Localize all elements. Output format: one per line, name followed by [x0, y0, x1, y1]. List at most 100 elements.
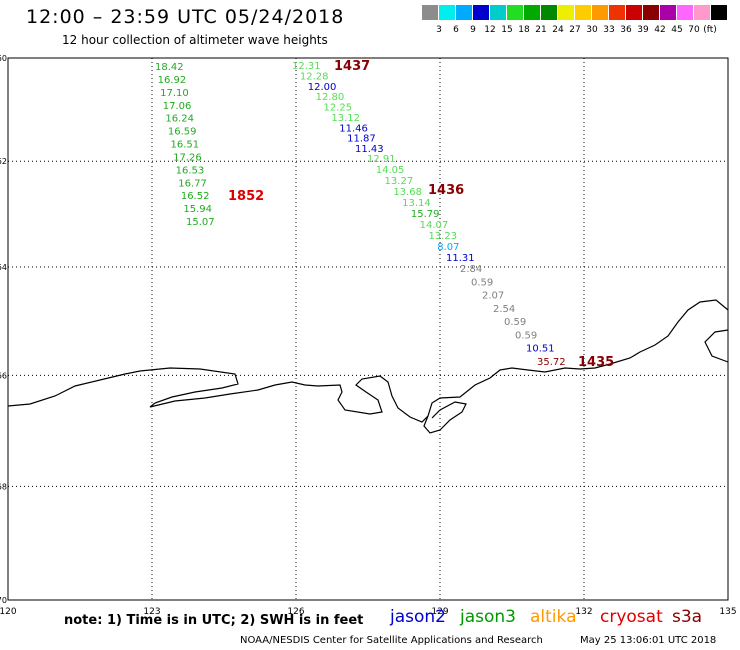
scale-label: 12 — [484, 25, 496, 35]
scale-swatch — [524, 5, 540, 20]
map-subtitle: 12 hour collection of altimeter wave hei… — [62, 33, 328, 47]
wave-height-label: 15.79 — [411, 209, 440, 220]
scale-swatch — [422, 5, 438, 20]
units-note: note: 1) Time is in UTC; 2) SWH is in fe… — [64, 613, 364, 628]
scale-label: 9 — [470, 25, 476, 35]
wave-height-label: 12.28 — [300, 71, 329, 82]
wave-height-label: 0.59 — [504, 317, 526, 328]
wave-height-label: 12.31 — [292, 61, 321, 72]
wave-height-label: 17.06 — [163, 101, 192, 112]
wave-height-label: 14.05 — [376, 165, 405, 176]
scale-label: 6 — [453, 25, 459, 35]
scale-label: 36 — [620, 25, 632, 35]
scale-label: 3 — [436, 25, 442, 35]
scale-swatch — [677, 5, 693, 20]
wave-height-label: 2.54 — [493, 304, 515, 315]
wave-height-label: 18.42 — [155, 62, 184, 73]
scale-swatch — [626, 5, 642, 20]
pass-time-label: 1852 — [228, 189, 264, 204]
scale-label: 24 — [552, 25, 564, 35]
scale-swatch — [558, 5, 574, 20]
x-tick-label: 123 — [143, 607, 160, 617]
x-tick-label: 135 — [719, 607, 736, 617]
graticule — [7, 57, 729, 601]
wave-height-label: 16.24 — [165, 114, 194, 125]
track-s3a-1436: 12.9114.0513.2713.6813.1415.7914.0713.23… — [367, 154, 475, 264]
wave-height-label: 17.26 — [173, 152, 202, 163]
scale-swatch — [541, 5, 557, 20]
map-frame — [7, 57, 729, 601]
x-tick-label: 129 — [431, 607, 448, 617]
y-tick-label: -70 — [0, 596, 7, 605]
wave-height-label: 35.72 — [537, 357, 566, 368]
pass-time-label: 1437 — [334, 59, 370, 74]
wave-height-label: 11.43 — [355, 144, 384, 155]
track-jason3-1852: 18.42 16.92 17.10 17.06 16.24 16.59 16.5117.26… — [155, 62, 264, 228]
scale-swatch — [592, 5, 608, 20]
wave-height-label: 13.23 — [428, 231, 457, 242]
wave-height-label: 13.12 — [331, 113, 360, 124]
coastline-path — [7, 299, 729, 423]
scale-swatch — [473, 5, 489, 20]
coastline-inlet — [423, 401, 467, 434]
scale-swatch — [575, 5, 591, 20]
wave-height-label: 17.10 — [160, 88, 189, 99]
timestamp-text: May 25 13:06:01 UTC 2018 — [580, 635, 717, 646]
scale-label: 15 — [501, 25, 513, 35]
wave-height-label: 16.92 — [158, 75, 187, 86]
wave-height-label: 12.91 — [367, 154, 396, 165]
scale-label: 42 — [654, 25, 666, 35]
map-title: 12:00 – 23:59 UTC 05/24/2018 — [26, 6, 345, 28]
credit-text: NOAA/NESDIS Center for Satellite Applica… — [240, 635, 543, 646]
satellite-legend-item: jason3 — [460, 607, 516, 627]
wave-height-label: 14.07 — [420, 220, 449, 231]
scale-label: 21 — [535, 25, 547, 35]
wave-height-label: 13.27 — [385, 176, 414, 187]
scale-label: 27 — [569, 25, 581, 35]
track-s3a-1435: 2.84 0.59 2.07 2.54 0.59 0.59 10.51 35.72 1435 — [460, 264, 614, 370]
wave-height-label: 11.87 — [347, 134, 376, 145]
y-tick-label: -60 — [0, 54, 7, 63]
scale-swatch — [507, 5, 523, 20]
pass-time-label: 1435 — [578, 355, 614, 370]
scale-swatch — [660, 5, 676, 20]
wave-height-label: 12.00 — [308, 82, 337, 93]
scale-swatch — [490, 5, 506, 20]
wave-height-label: 16.59 — [168, 127, 197, 138]
wave-height-label: 10.51 — [526, 344, 555, 355]
x-tick-label: 120 — [0, 607, 17, 617]
scale-swatch — [694, 5, 710, 20]
scale-label: 33 — [603, 25, 615, 35]
wave-height-label: 16.53 — [176, 165, 205, 176]
wave-height-label: 16.52 — [181, 191, 210, 202]
scale-swatch — [439, 5, 455, 20]
y-tick-label: -66 — [0, 371, 7, 380]
track-s3a-1437: 12.3112.2812.0012.8012.2513.1211.4611.87… — [292, 59, 384, 155]
satellite-legend-item: s3a — [672, 607, 703, 627]
wave-height-label: 2.07 — [482, 291, 504, 302]
satellite-tracks: 18.42 16.92 17.10 17.06 16.24 16.59 16.5117.26… — [155, 59, 614, 370]
scale-label: 45 — [671, 25, 683, 35]
scale-label: 18 — [518, 25, 530, 35]
satellite-legend-item: altika — [530, 607, 577, 627]
wave-height-label: 15.07 — [186, 217, 215, 228]
wave-height-label: 8.07 — [437, 242, 459, 253]
wave-height-label: 16.77 — [178, 178, 207, 189]
scale-swatch — [609, 5, 625, 20]
scale-swatch — [711, 5, 727, 20]
satellite-legend-item: cryosat — [600, 607, 663, 627]
wave-height-label: 12.80 — [316, 92, 345, 103]
scale-swatch — [456, 5, 472, 20]
coastline-east — [704, 329, 729, 363]
x-tick-label: 126 — [287, 607, 304, 617]
axis-tick-labels: 120 123 126 129 132 135 -60 -62 -64 -66 -68 -70 — [0, 54, 737, 617]
wave-height-label: 2.84 — [460, 264, 482, 275]
y-tick-label: -68 — [0, 482, 7, 491]
y-tick-label: -64 — [0, 263, 7, 272]
scale-label: 70 — [688, 25, 700, 35]
scale-label: 30 — [586, 25, 598, 35]
wave-height-label: 16.51 — [171, 140, 200, 151]
antarctic-coastline — [7, 299, 729, 434]
y-tick-label: -62 — [0, 157, 7, 166]
wave-height-label: 0.59 — [515, 330, 537, 341]
